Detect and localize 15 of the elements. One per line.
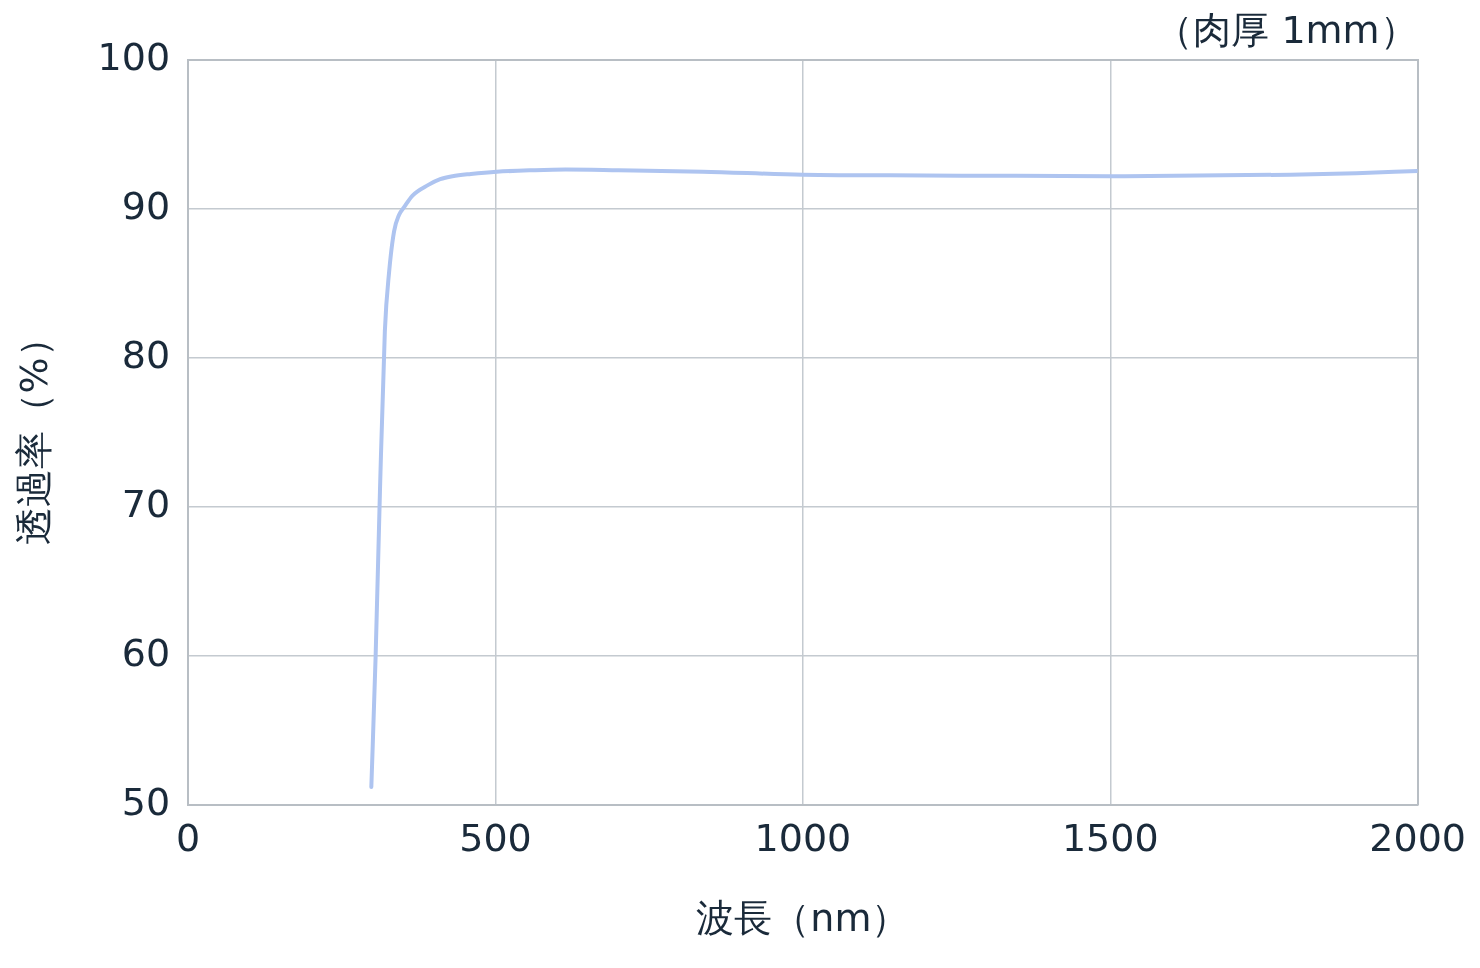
y-tick-label: 100 bbox=[97, 34, 171, 79]
x-tick-label: 2000 bbox=[1369, 816, 1467, 861]
line-series bbox=[369, 167, 1418, 789]
y-tick-label: 60 bbox=[121, 630, 171, 675]
x-tick-label: 1000 bbox=[754, 816, 852, 861]
x-tick-label: 0 bbox=[176, 816, 201, 861]
y-tick-label: 90 bbox=[121, 183, 171, 228]
text: （肉厚 1mm） bbox=[1155, 7, 1418, 52]
y-tick-label: 50 bbox=[121, 779, 171, 824]
x-axis-title: 波長（nm） bbox=[696, 896, 910, 941]
x-tick-label: 1500 bbox=[1061, 816, 1159, 861]
y-tick-label: 70 bbox=[121, 481, 171, 526]
x-tick-label: 500 bbox=[459, 816, 532, 861]
y-tick-label: 80 bbox=[121, 332, 171, 377]
y-axis-title: 透過率（%） bbox=[11, 319, 56, 546]
